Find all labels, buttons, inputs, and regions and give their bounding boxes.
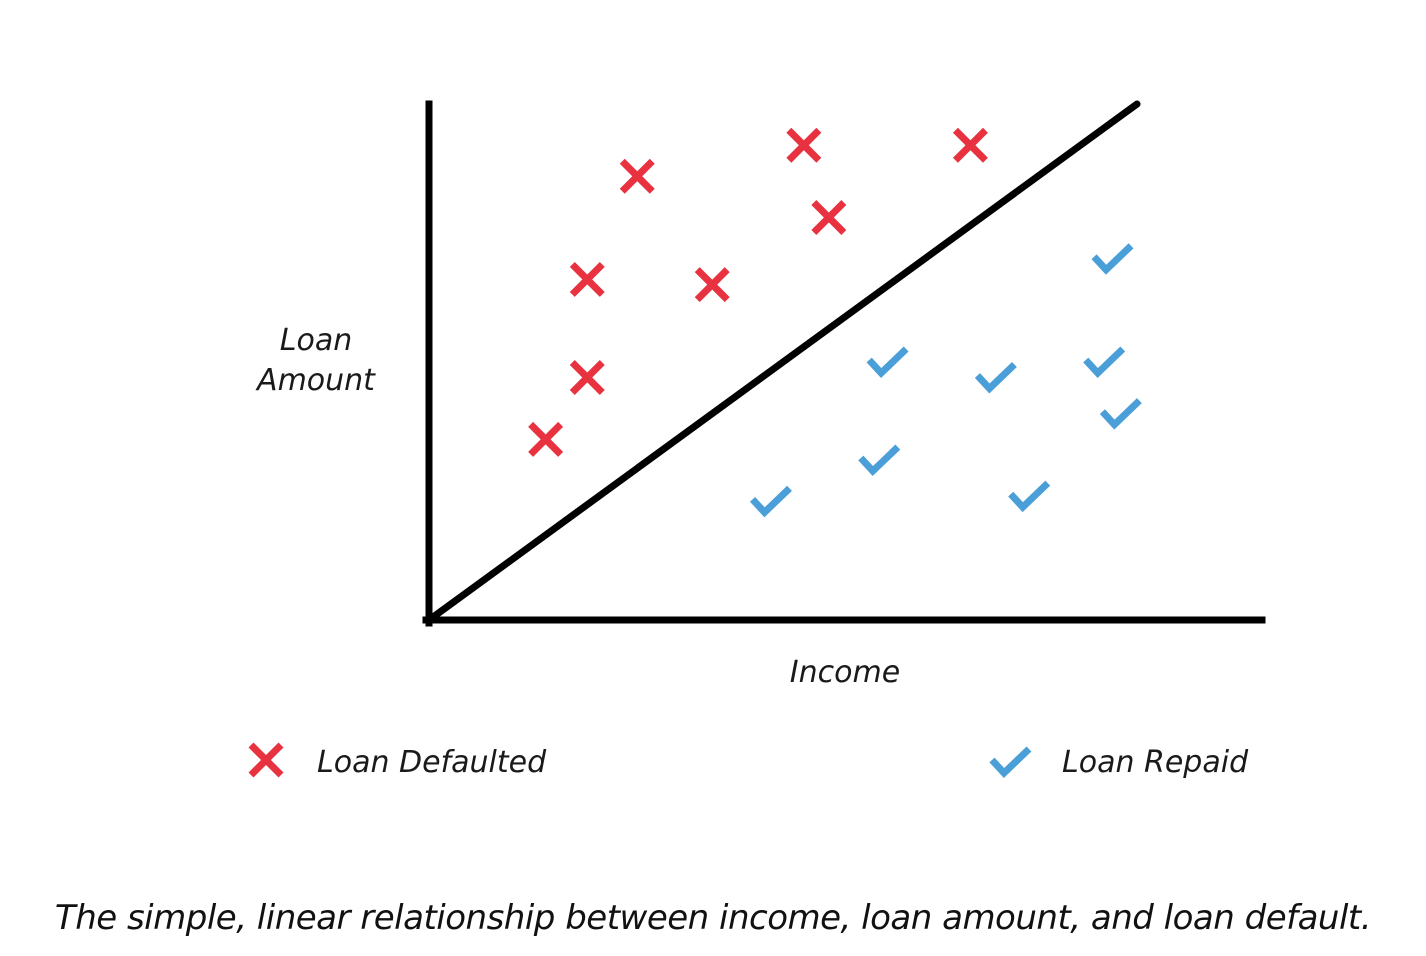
repaid-check-marker (1008, 480, 1051, 513)
repaid-check-marker (1091, 243, 1134, 275)
defaulted-cross-marker (786, 127, 822, 163)
legend: Loan Defaulted Loan Repaid (248, 742, 1249, 780)
repaid-check-marker (749, 485, 792, 518)
figure-caption: The simple, linear relationship between … (54, 898, 1372, 938)
legend-check-icon (989, 746, 1032, 778)
defaulted-cross-marker (811, 200, 847, 235)
defaulted-cross-marker (694, 267, 730, 303)
data-markers (528, 127, 1142, 518)
defaulted-cross-marker (569, 360, 605, 395)
repaid-check-marker (858, 444, 901, 477)
legend-cross-icon (248, 742, 284, 778)
repaid-check-marker (1099, 398, 1142, 430)
repaid-check-marker (866, 346, 909, 378)
y-axis-label-line-1: Loan (280, 323, 352, 358)
repaid-check-marker (1083, 346, 1126, 378)
legend-label-repaid: Loan Repaid (1062, 745, 1249, 780)
defaulted-cross-marker (528, 421, 564, 457)
x-axis-label: Income (790, 655, 900, 690)
legend-label-defaulted: Loan Defaulted (317, 745, 547, 780)
repaid-check-marker (974, 361, 1017, 394)
chart-axes (422, 100, 1266, 627)
defaulted-cross-marker (952, 127, 988, 163)
y-axis-label-line-2: Amount (255, 363, 376, 398)
decision-boundary-line (425, 100, 1141, 624)
defaulted-cross-marker (569, 261, 605, 297)
defaulted-cross-marker (619, 158, 655, 194)
